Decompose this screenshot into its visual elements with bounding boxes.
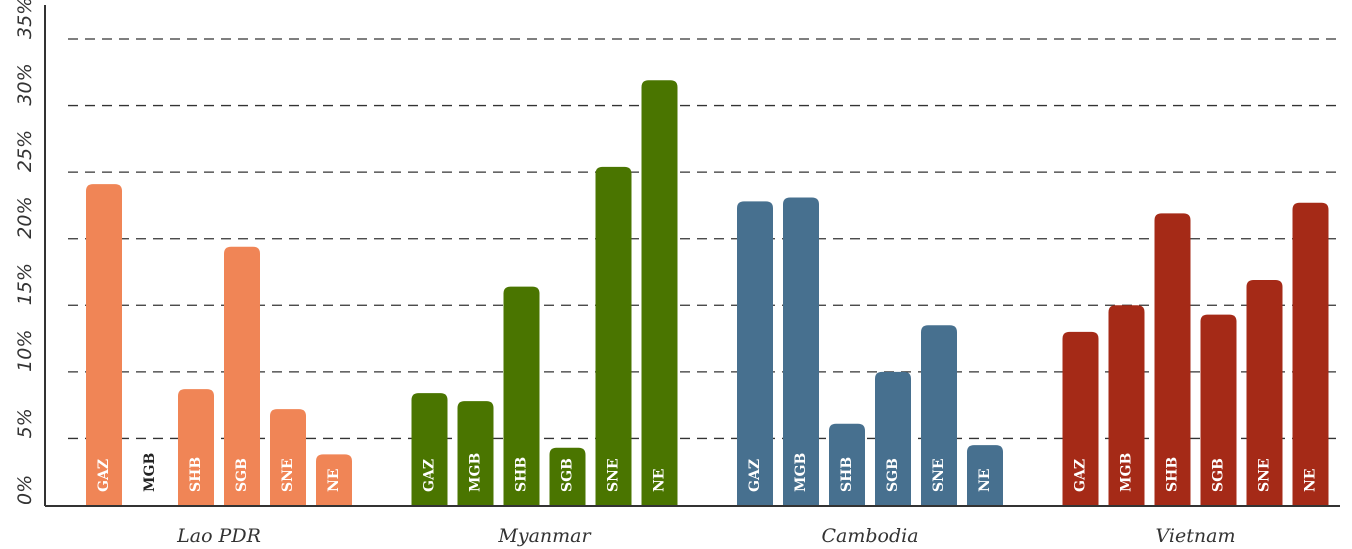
bar: [86, 184, 122, 505]
bar-label: NE: [977, 469, 993, 492]
x-tick-label: Myanmar: [497, 525, 592, 547]
bar-label: SHB: [514, 457, 530, 492]
bar: [1200, 314, 1237, 505]
bar: [503, 286, 540, 505]
bar: [829, 423, 865, 505]
bar-label: MGB: [468, 453, 484, 492]
bar-label: SHB: [188, 457, 204, 492]
bar-label: NE: [652, 469, 668, 492]
bar: [641, 80, 678, 505]
bar-label: SHB: [839, 457, 855, 492]
bar-label: SGB: [560, 458, 576, 492]
bar-label: SNE: [606, 458, 622, 492]
bar-label: GAZ: [96, 459, 112, 492]
y-tick-label: 30%: [14, 63, 36, 105]
bar-label: GAZ: [1073, 459, 1089, 492]
y-tick-label: 5%: [14, 408, 36, 438]
bar: [967, 445, 1003, 505]
bar: [1292, 202, 1329, 505]
bar-label: MGB: [793, 453, 809, 492]
bar-label: NE: [326, 469, 342, 492]
bar-label: MGB: [142, 453, 158, 492]
bar: [1154, 213, 1191, 505]
x-tick-label: Lao PDR: [176, 525, 261, 547]
bar: [457, 401, 494, 505]
bar-label: SNE: [280, 458, 296, 492]
bar-label: MGB: [1119, 453, 1135, 492]
bar: [224, 246, 260, 505]
bar: [1246, 279, 1283, 505]
bar: [737, 201, 773, 506]
bar-label: NE: [1303, 469, 1319, 492]
bar: [270, 409, 306, 505]
x-tick-label: Cambodia: [821, 525, 918, 547]
x-tick-label: Vietnam: [1156, 525, 1236, 547]
bar-label: SGB: [1211, 458, 1227, 492]
bar: [595, 166, 632, 505]
bar: [1108, 305, 1145, 505]
y-tick-label: 0%: [14, 475, 36, 505]
bar: [875, 371, 911, 505]
bar-label: SGB: [234, 458, 250, 492]
bar-label: GAZ: [422, 459, 438, 492]
y-tick-label: 10%: [14, 330, 36, 372]
y-tick-label: 25%: [14, 130, 36, 172]
y-tick-label: 20%: [14, 196, 36, 238]
bar-label: SHB: [1165, 457, 1181, 492]
bar-label: GAZ: [747, 459, 763, 492]
bar: [783, 197, 819, 505]
y-tick-label: 15%: [14, 263, 36, 305]
bar-label: SNE: [931, 458, 947, 492]
bar-label: SGB: [885, 458, 901, 492]
bar: [316, 454, 352, 505]
bar: [178, 389, 214, 505]
bar: [1062, 331, 1099, 505]
bar-label: SNE: [1257, 458, 1273, 492]
y-tick-label: 35%: [14, 0, 36, 39]
bar: [411, 393, 448, 505]
bar: [549, 447, 586, 505]
bar: [921, 325, 957, 505]
